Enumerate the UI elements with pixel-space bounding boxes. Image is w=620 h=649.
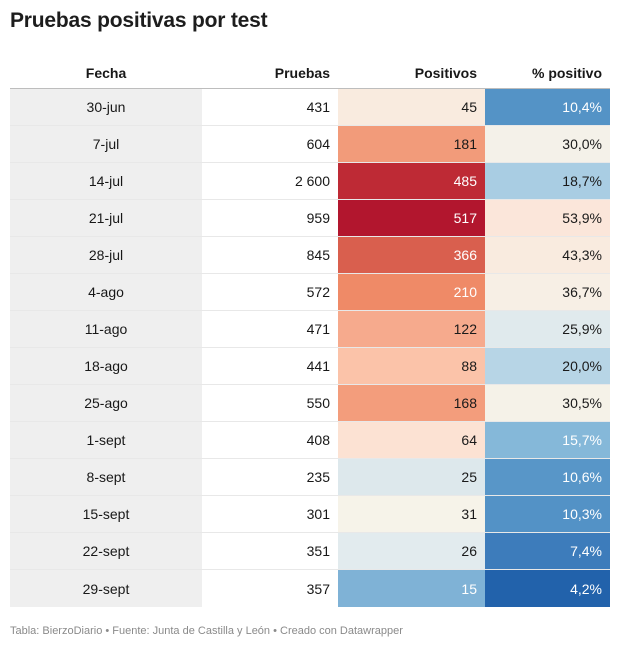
cell-pct-positivo: 4,2% [485,570,610,607]
table-row: 15-sept 301 31 10,3% [10,496,610,533]
cell-fecha: 1-sept [10,422,202,458]
cell-pct-positivo: 30,0% [485,126,610,162]
cell-fecha: 7-jul [10,126,202,162]
cell-pruebas: 357 [306,580,330,597]
cell-fecha: 4-ago [10,274,202,310]
cell-fecha: 22-sept [10,533,202,569]
cell-pct-positivo: 36,7% [485,274,610,310]
table-row: 4-ago 572 210 36,7% [10,274,610,311]
table-row: 8-sept 235 25 10,6% [10,459,610,496]
cell-fecha: 25-ago [10,385,202,421]
table-row: 29-sept 357 15 4,2% [10,570,610,607]
data-table: Fecha Pruebas Positivos % positivo 30-ju… [10,55,610,607]
table-row: 25-ago 550 168 30,5% [10,385,610,422]
cell-pruebas: 408 [306,432,330,448]
cell-positivos: 517 [338,200,485,236]
cell-pruebas: 431 [306,99,330,115]
table-body: 30-jun 431 45 10,4% 7-jul 604 181 30,0% 14-jul 2 … [10,89,610,607]
table-header-row: Fecha Pruebas Positivos % positivo [10,55,610,89]
cell-pruebas: 959 [306,210,330,226]
cell-fecha: 30-jun [10,89,202,125]
table-row: 14-jul 2 600 485 18,7% [10,163,610,200]
cell-positivos: 26 [338,533,485,569]
cell-positivos: 366 [338,237,485,273]
chart-title: Pruebas positivas por test [10,9,268,32]
cell-fecha: 15-sept [10,496,202,532]
cell-pct-positivo: 10,6% [485,459,610,495]
cell-pct-positivo: 7,4% [485,533,610,569]
cell-positivos: 485 [338,163,485,199]
table-row: 30-jun 431 45 10,4% [10,89,610,126]
cell-pruebas: 441 [306,358,330,374]
cell-pct-positivo: 53,9% [485,200,610,236]
cell-positivos: 122 [338,311,485,347]
cell-fecha: 18-ago [10,348,202,384]
table-row: 11-ago 471 122 25,9% [10,311,610,348]
table-row: 7-jul 604 181 30,0% [10,126,610,163]
table-row: 21-jul 959 517 53,9% [10,200,610,237]
table-row: 18-ago 441 88 20,0% [10,348,610,385]
cell-pruebas: 550 [306,395,330,411]
cell-positivos: 45 [338,89,485,125]
table-row: 22-sept 351 26 7,4% [10,533,610,570]
cell-pct-positivo: 20,0% [485,348,610,384]
cell-positivos: 181 [338,126,485,162]
cell-pct-positivo: 10,4% [485,89,610,125]
cell-pruebas: 845 [306,247,330,263]
cell-pruebas: 235 [306,469,330,485]
cell-fecha: 8-sept [10,459,202,495]
cell-fecha: 29-sept [10,570,202,607]
cell-pct-positivo: 43,3% [485,237,610,273]
cell-positivos: 210 [338,274,485,310]
cell-fecha: 28-jul [10,237,202,273]
footer-credits: Tabla: BierzoDiario • Fuente: Junta de C… [10,625,403,637]
header-fecha[interactable]: Fecha [85,64,127,81]
table-row: 1-sept 408 64 15,7% [10,422,610,459]
header-pct-positivo[interactable]: % positivo [531,64,602,81]
cell-pct-positivo: 18,7% [485,163,610,199]
cell-pruebas: 2 600 [294,173,330,189]
cell-pct-positivo: 30,5% [485,385,610,421]
header-positivos[interactable]: Positivos [414,64,477,81]
cell-positivos: 168 [338,385,485,421]
cell-pct-positivo: 25,9% [485,311,610,347]
cell-pct-positivo: 15,7% [485,422,610,458]
cell-pruebas: 471 [306,321,330,337]
table-row: 28-jul 845 366 43,3% [10,237,610,274]
cell-positivos: 88 [338,348,485,384]
cell-pruebas: 604 [306,136,330,152]
cell-pruebas: 572 [306,284,330,300]
cell-fecha: 14-jul [10,163,202,199]
cell-positivos: 15 [338,570,485,607]
cell-fecha: 11-ago [10,311,202,347]
cell-pct-positivo: 10,3% [485,496,610,532]
header-pruebas[interactable]: Pruebas [274,64,330,81]
cell-positivos: 31 [338,496,485,532]
cell-pruebas: 351 [306,543,330,559]
cell-fecha: 21-jul [10,200,202,236]
cell-pruebas: 301 [306,506,330,522]
cell-positivos: 25 [338,459,485,495]
cell-positivos: 64 [338,422,485,458]
